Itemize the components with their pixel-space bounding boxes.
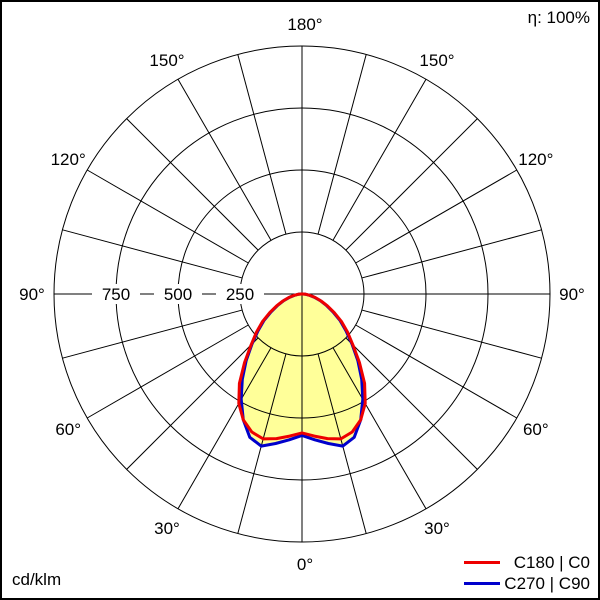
angle-tick-label: 120° — [51, 150, 86, 169]
grid-spoke-75 — [361, 309, 542, 359]
grid-spoke-135 — [345, 118, 478, 251]
grid-spoke-135 — [126, 118, 259, 251]
angle-tick-label: 90° — [559, 285, 585, 304]
grid-spoke-120 — [86, 169, 249, 264]
grid-spoke-165 — [317, 54, 367, 235]
angle-tick-label: 60° — [523, 420, 549, 439]
angle-tick-label: 0° — [297, 555, 313, 574]
legend-item-c180-c0: C180 | C0 — [463, 552, 590, 573]
legend-label: C180 | C0 — [513, 552, 590, 572]
grid-spoke-60 — [355, 324, 518, 419]
label-layer: 250 500 750 0° 30° 30° 60° 60° 90° 90° 120° 120° 150… — [19, 15, 585, 574]
legend-item-c270-c90: C270 | C90 — [464, 573, 590, 594]
angle-tick-label: 120° — [518, 150, 553, 169]
radial-tick-label: 250 — [226, 285, 254, 304]
series-curve-c180-c0 — [237, 292, 367, 441]
radial-tick-label: 500 — [164, 285, 192, 304]
angle-tick-label: 180° — [287, 15, 322, 34]
curve-layer — [237, 46, 367, 542]
angle-tick-label: 30° — [424, 519, 450, 538]
radial-label-bg — [216, 284, 264, 304]
grid-spoke-120 — [355, 169, 518, 264]
angle-tick-label: 90° — [19, 285, 45, 304]
grid-spoke-150 — [177, 78, 272, 241]
grid-spoke-105 — [361, 229, 542, 279]
grid-spoke-60 — [86, 324, 249, 419]
angle-tick-label: 30° — [154, 519, 180, 538]
legend: C180 | C0 C270 | C90 — [463, 552, 590, 594]
legend-label: C270 | C90 — [504, 573, 590, 593]
efficiency-label: η: 100% — [527, 8, 590, 27]
grid-spoke-165 — [237, 54, 287, 235]
angle-tick-label: 150° — [149, 51, 184, 70]
grid-spoke-45 — [345, 337, 478, 470]
grid-spoke-105 — [62, 229, 243, 279]
angle-tick-label: 60° — [55, 420, 81, 439]
grid-spoke-75 — [62, 309, 243, 359]
radial-label-bg — [154, 284, 202, 304]
legend-swatch-red — [463, 561, 500, 564]
unit-label: cd/klm — [12, 570, 62, 589]
grid-spoke-15 — [237, 353, 287, 534]
grid-spoke-30 — [332, 347, 427, 510]
grid-spoke-15 — [317, 353, 367, 534]
grid-layer — [53, 45, 551, 543]
legend-swatch-blue — [464, 582, 501, 585]
grid-spoke-150 — [332, 78, 427, 241]
radial-label-bg — [92, 284, 140, 304]
grid-spoke-45 — [126, 337, 259, 470]
radial-tick-label: 750 — [102, 285, 130, 304]
angle-tick-label: 150° — [419, 51, 454, 70]
grid-spoke-30 — [177, 347, 272, 510]
